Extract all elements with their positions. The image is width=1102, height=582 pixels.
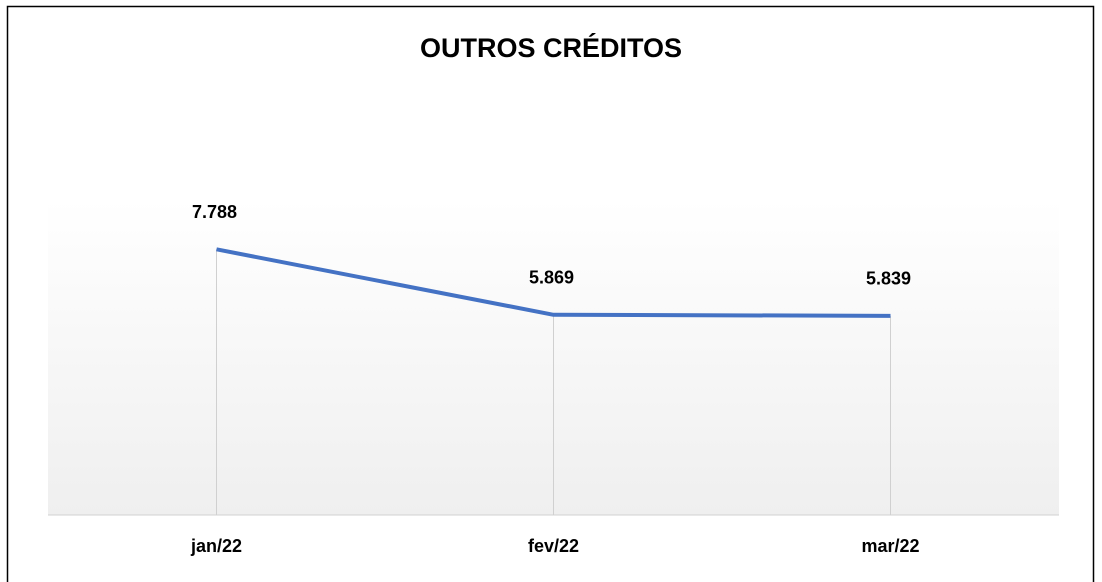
data-label: 7.788 — [192, 202, 237, 222]
data-label: 5.869 — [529, 268, 574, 288]
x-tick-label: mar/22 — [861, 536, 919, 556]
line-series — [216, 247, 891, 318]
data-label: 5.839 — [866, 269, 911, 289]
x-tick-label: jan/22 — [190, 536, 242, 556]
x-tick-label: fev/22 — [528, 536, 579, 556]
chart-frame — [6, 5, 1095, 582]
chart-title: OUTROS CRÉDITOS — [420, 32, 682, 63]
